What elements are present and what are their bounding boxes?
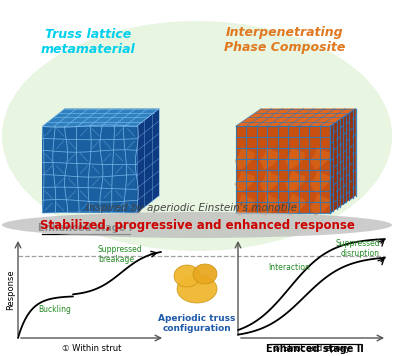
Polygon shape xyxy=(234,170,255,193)
Text: Inspired by aperiodic Einstein's monotile: Inspired by aperiodic Einstein's monotil… xyxy=(87,203,297,213)
Text: Suppressed
breakage: Suppressed breakage xyxy=(98,245,143,265)
Text: Response: Response xyxy=(6,269,15,310)
Ellipse shape xyxy=(2,21,392,251)
Polygon shape xyxy=(236,126,330,213)
Polygon shape xyxy=(234,146,255,170)
Polygon shape xyxy=(43,126,137,213)
Polygon shape xyxy=(285,193,305,216)
Text: Interaction: Interaction xyxy=(268,263,310,272)
Polygon shape xyxy=(330,109,356,213)
Text: Enhanced stage I: Enhanced stage I xyxy=(38,223,132,233)
Text: Suppressed
disruption: Suppressed disruption xyxy=(335,239,380,258)
Polygon shape xyxy=(234,193,255,216)
Polygon shape xyxy=(236,109,356,126)
Polygon shape xyxy=(285,146,305,170)
Polygon shape xyxy=(260,193,280,216)
Text: Stabilized, progressive and enhanced response: Stabilized, progressive and enhanced res… xyxy=(39,219,355,231)
Polygon shape xyxy=(310,193,330,216)
Polygon shape xyxy=(310,170,330,193)
Polygon shape xyxy=(177,275,217,303)
Text: Enhanced stage II: Enhanced stage II xyxy=(266,344,364,354)
Polygon shape xyxy=(43,109,159,126)
Polygon shape xyxy=(137,109,159,213)
Text: Truss lattice
metamaterial: Truss lattice metamaterial xyxy=(41,28,136,56)
Text: ① Within strut: ① Within strut xyxy=(62,344,121,353)
Text: ② Strut and epoxy: ② Strut and epoxy xyxy=(273,344,350,353)
Polygon shape xyxy=(174,265,200,287)
Text: Aperiodic truss
configuration: Aperiodic truss configuration xyxy=(158,314,236,334)
Text: Interpenetrating
Phase Composite: Interpenetrating Phase Composite xyxy=(224,26,346,54)
Polygon shape xyxy=(260,146,280,170)
Polygon shape xyxy=(310,146,330,170)
Ellipse shape xyxy=(2,212,392,238)
Text: Buckling: Buckling xyxy=(38,305,71,314)
Polygon shape xyxy=(285,170,305,193)
Polygon shape xyxy=(260,170,280,193)
Polygon shape xyxy=(193,264,217,284)
